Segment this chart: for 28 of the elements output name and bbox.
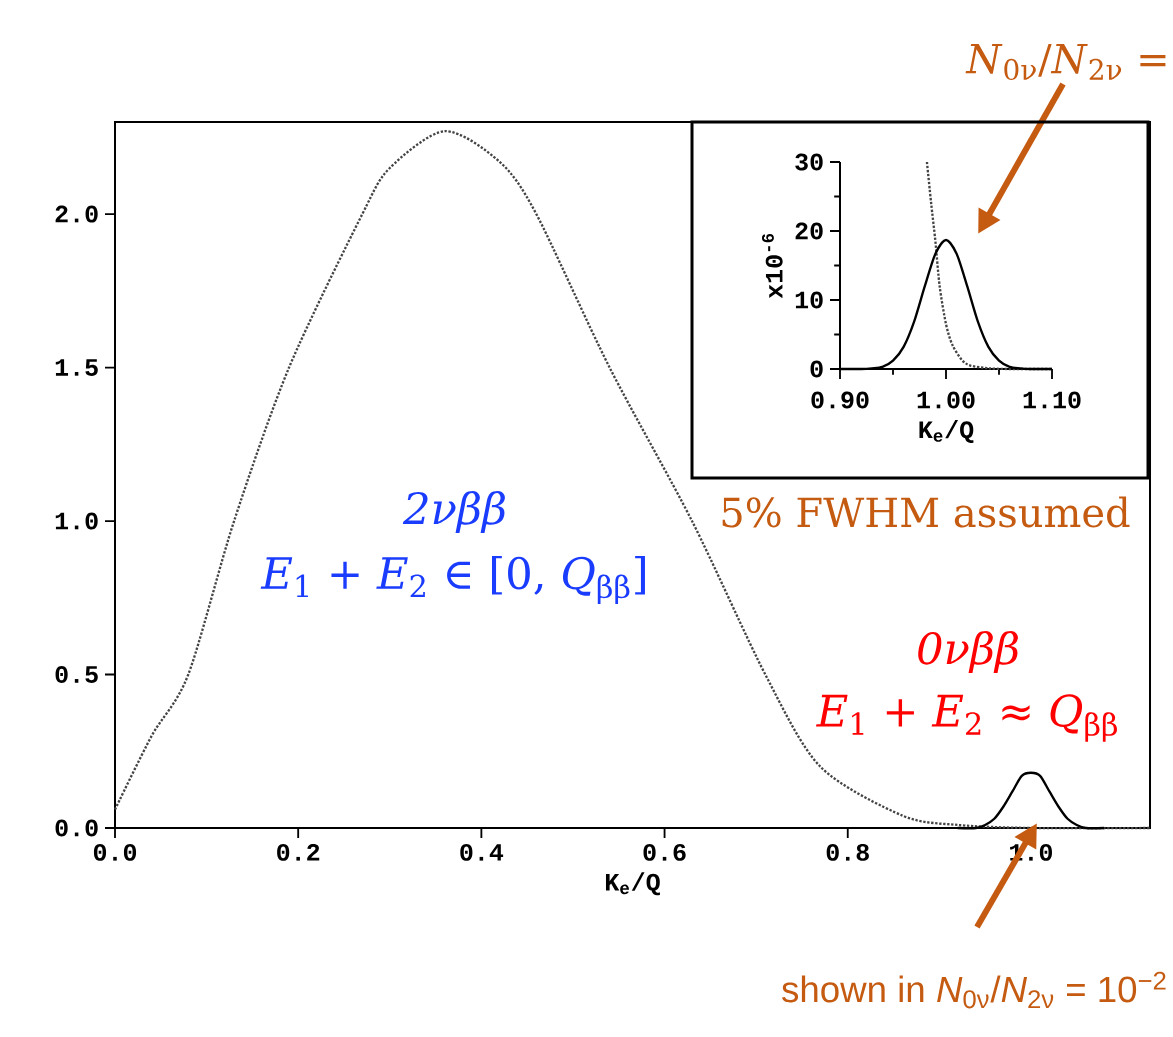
y-tick-label: 1.0 (55, 512, 98, 530)
annotation: E$_{1}$ + E$_{2}$ ≈ Q$_{ββ}$ (816, 694, 1117, 742)
y-tick-label: 0.0 (55, 819, 98, 837)
y-tick-label: 2.0 (55, 205, 98, 223)
y-tick-label: 10 (795, 291, 823, 309)
annotation: 0νββ (918, 630, 1018, 674)
y-tick-label: 30 (795, 153, 823, 171)
x-axis-title: K$_{e}$/Q (919, 419, 974, 443)
y-tick-label: 20 (795, 222, 823, 240)
x-tick-label: 0.4 (460, 843, 504, 861)
text: E$_{1}$ + E$_{2}$ ∈ [0, Q$_{ββ}$] (260, 555, 645, 605)
x-tick-label: 0.90 (811, 391, 869, 409)
y-tick-label: 1.5 (55, 359, 98, 376)
annotation: 2νββ (402, 490, 505, 534)
y-tick-label: 0 (810, 360, 823, 378)
text: shown in N$_{0ν}$/N$_{2ν}$ = 10$^{−2}$ (782, 971, 1166, 1009)
x-tick-label: 0.2 (277, 843, 320, 861)
annotation: 5% FWHM assumed (722, 496, 1130, 528)
x-tick-label: 1.10 (1023, 391, 1081, 409)
x-tick-label: 0.0 (93, 843, 137, 861)
text: N$_{0ν}$/N$_{2ν}$ = (965, 43, 1166, 81)
y-tick-label: 0.5 (55, 666, 98, 683)
y-axis-title: x10$^{-6}$ (762, 233, 783, 299)
x-axis-title: K$_{e}$/Q (605, 872, 660, 896)
x-tick-label: 0.6 (643, 843, 686, 861)
x-tick-label: 1.00 (917, 391, 975, 409)
line-series (113, 130, 1152, 830)
x-tick-label: 0.8 (826, 843, 869, 861)
